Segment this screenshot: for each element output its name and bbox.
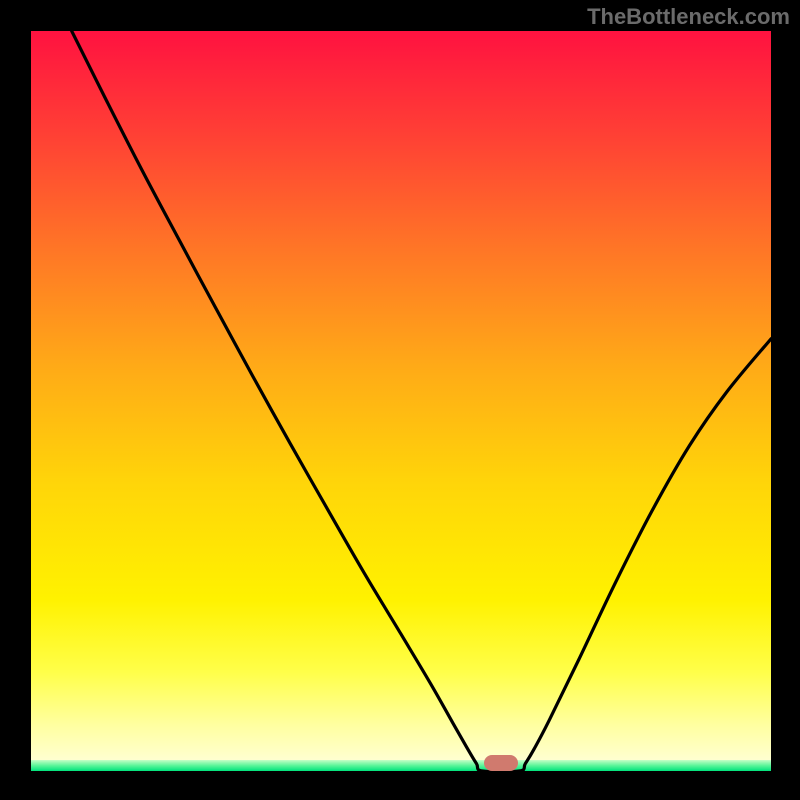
chart-container: TheBottleneck.com — [0, 0, 800, 800]
optimal-point-marker — [484, 755, 518, 771]
bottleneck-curve — [31, 31, 771, 771]
watermark-text: TheBottleneck.com — [587, 4, 790, 30]
plot-area — [31, 31, 771, 771]
